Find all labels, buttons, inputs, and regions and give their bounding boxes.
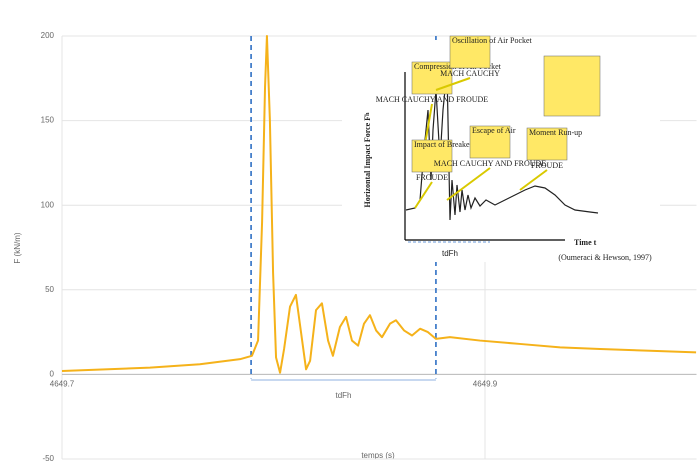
inset-box-title: Impact of Breaker Tongue bbox=[414, 140, 498, 149]
x-axis-label: temps (s) bbox=[361, 451, 395, 460]
y-tick-label: 100 bbox=[41, 200, 55, 209]
x-tick-label: 4649.9 bbox=[473, 380, 498, 389]
y-tick-label: 150 bbox=[41, 116, 55, 125]
inset-box-title: Moment Run-up bbox=[529, 128, 582, 137]
inset-box-note: FROUDE bbox=[416, 173, 448, 182]
inset-box-note: MACH CAUCHY AND FROUDE bbox=[376, 95, 488, 104]
inset-source: (Oumeraci & Hewson, 1997) bbox=[558, 253, 652, 262]
inset-box bbox=[526, 127, 568, 161]
y-tick-label: 50 bbox=[45, 285, 54, 294]
inset-box-note: MACH CAUCHY AND FROUDE bbox=[434, 159, 546, 168]
inset-box bbox=[449, 35, 491, 69]
inset-box bbox=[469, 125, 511, 159]
inset-box-note: MACH CAUCHY bbox=[440, 69, 500, 78]
inset-arrow bbox=[414, 181, 433, 209]
x-tick-label: 4649.7 bbox=[50, 380, 75, 389]
y-tick-label: 0 bbox=[50, 370, 55, 379]
inset-y-label-sub: h bbox=[365, 112, 371, 116]
y-axis-label: F (kN/m) bbox=[13, 232, 22, 263]
inset-figure: Horizontal Impact Force Fh Time t tdFh (… bbox=[342, 35, 660, 262]
inset-y-label: Horizontal Impact Force Fh bbox=[363, 112, 372, 208]
inset-arrow bbox=[435, 77, 471, 91]
inset-box-title: Escape of Air bbox=[472, 126, 516, 135]
span-label: tdFh bbox=[335, 391, 351, 400]
inset-span-label: tdFh bbox=[442, 249, 458, 258]
y-tick-label: 200 bbox=[41, 31, 55, 40]
y-tick-label: -50 bbox=[42, 454, 54, 463]
inset-box-title: Oscillation of Air Pocket bbox=[452, 36, 533, 45]
inset-box bbox=[411, 139, 453, 173]
inset-x-label: Time t bbox=[574, 238, 597, 247]
data-line bbox=[61, 35, 697, 374]
inset-box bbox=[411, 61, 453, 95]
inset-legend-box bbox=[543, 55, 601, 117]
inset-arrow bbox=[519, 169, 548, 191]
inset-box-note: FROUDE bbox=[531, 161, 563, 170]
inset-arrow bbox=[446, 167, 491, 201]
